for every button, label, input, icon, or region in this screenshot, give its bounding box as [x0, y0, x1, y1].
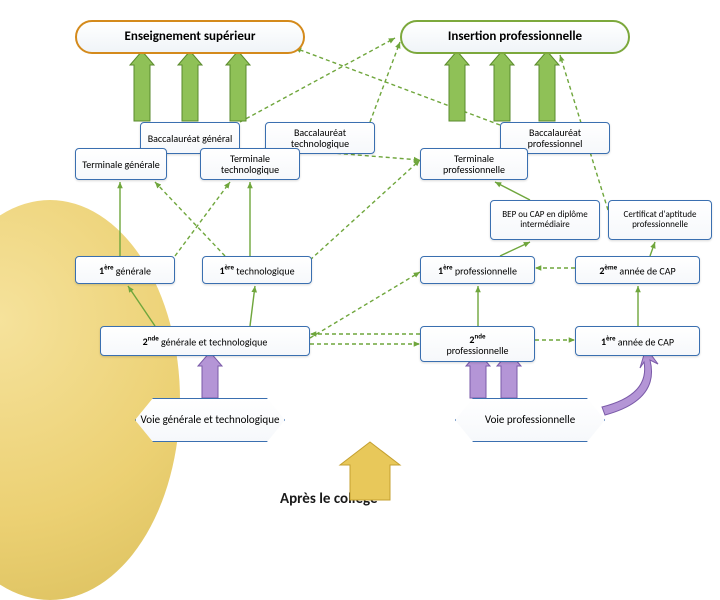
- box-1ere-pro: 1ère professionnelle: [420, 256, 535, 284]
- box-terminale-generale: Terminale générale: [75, 148, 167, 180]
- pill-enseignement-superieur: Enseignement supérieur: [75, 20, 305, 54]
- hex-voie-gt: Voie générale et technologique: [135, 398, 285, 442]
- box-2nde-pro: 2ndeprofessionnelle: [420, 326, 535, 362]
- box-bep-cap: BEP ou CAP en diplôme intermédiaire: [490, 200, 600, 240]
- box-terminale-pro: Terminale professionnelle: [420, 148, 528, 180]
- pill-insertion-professionnelle: Insertion professionnelle: [400, 20, 630, 54]
- box-1ere-generale: 1ère générale: [75, 256, 175, 284]
- box-2nde-gt: 2nde générale et technologique: [100, 326, 310, 356]
- box-1ere-techno: 1ère technologique: [202, 256, 312, 284]
- box-certificat-aptitude: Certificat d'aptitude professionnelle: [608, 200, 712, 240]
- hex-voie-pro: Voie professionnelle: [455, 398, 605, 442]
- box-terminale-techno: Terminale technologique: [200, 148, 300, 180]
- label-apres-college: Après le collège: [280, 490, 378, 508]
- box-2eme-annee-cap: 2ème année de CAP: [575, 256, 700, 284]
- box-1ere-annee-cap: 1ère année de CAP: [575, 326, 700, 356]
